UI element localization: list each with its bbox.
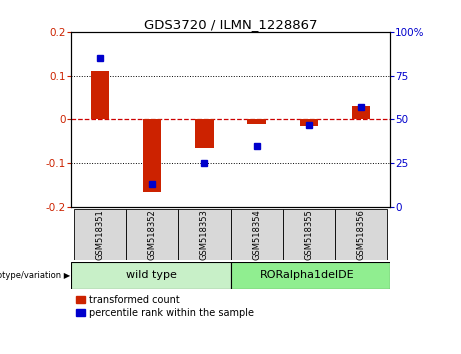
- Text: GSM518353: GSM518353: [200, 209, 209, 260]
- Bar: [126, 209, 178, 260]
- Bar: [74, 209, 126, 260]
- Bar: [230, 262, 390, 289]
- Bar: [143, 120, 161, 192]
- Bar: [248, 120, 266, 124]
- Bar: [178, 209, 230, 260]
- Bar: [352, 106, 370, 120]
- Text: GSM518356: GSM518356: [356, 209, 366, 260]
- Text: genotype/variation ▶: genotype/variation ▶: [0, 271, 70, 280]
- Bar: [91, 71, 109, 120]
- Text: GSM518354: GSM518354: [252, 209, 261, 260]
- Bar: [335, 209, 387, 260]
- Bar: [71, 262, 230, 289]
- Title: GDS3720 / ILMN_1228867: GDS3720 / ILMN_1228867: [144, 18, 317, 31]
- Text: GSM518355: GSM518355: [304, 209, 313, 260]
- Legend: transformed count, percentile rank within the sample: transformed count, percentile rank withi…: [77, 295, 254, 318]
- Bar: [300, 120, 318, 126]
- Text: RORalpha1delDE: RORalpha1delDE: [260, 270, 355, 280]
- Bar: [195, 120, 213, 148]
- Text: GSM518352: GSM518352: [148, 209, 157, 260]
- Bar: [283, 209, 335, 260]
- Text: GSM518351: GSM518351: [95, 209, 105, 260]
- Bar: [230, 209, 283, 260]
- Text: wild type: wild type: [125, 270, 177, 280]
